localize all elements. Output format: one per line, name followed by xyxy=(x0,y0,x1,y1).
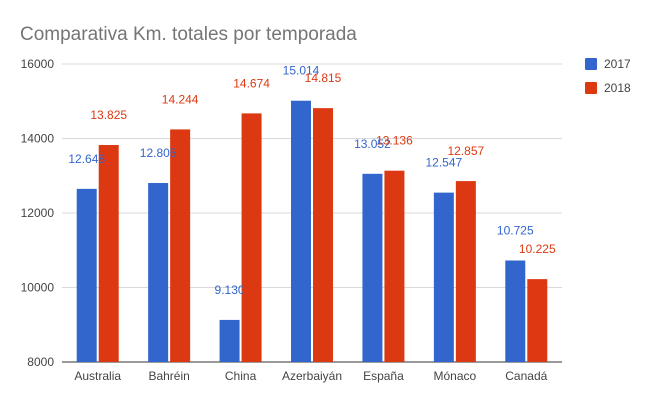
data-label: 10.725 xyxy=(497,223,534,237)
bar-2017 xyxy=(219,319,240,362)
y-tick-label: 8000 xyxy=(27,355,54,369)
data-label: 15.014 xyxy=(283,64,320,78)
legend-swatch xyxy=(585,82,597,94)
bar-2017 xyxy=(505,260,526,362)
data-label: 12.857 xyxy=(448,144,485,158)
x-tick-label: Azerbaiyán xyxy=(282,369,342,383)
bar-2017 xyxy=(291,100,311,362)
legend-swatch xyxy=(585,58,597,70)
bar-2017 xyxy=(362,173,383,362)
data-label: 13.052 xyxy=(354,137,391,151)
y-axis-ticks: 8000 10000 12000 14000 16000 xyxy=(21,57,55,369)
data-labels: 12.648 13.825 12.805 14.244 9.130 14.674 15.01… xyxy=(68,64,556,297)
bar-2018 xyxy=(170,129,191,362)
x-tick-label: Canadá xyxy=(505,369,547,383)
legend-label: 2017 xyxy=(604,57,631,71)
data-label: 10.225 xyxy=(519,242,556,256)
bar-2017 xyxy=(433,192,454,362)
gridlines xyxy=(62,63,562,363)
x-tick-label: España xyxy=(363,369,404,383)
data-label: 9.130 xyxy=(215,283,245,297)
bar-2018 xyxy=(313,108,333,362)
bar-2017 xyxy=(148,183,169,362)
y-tick-label: 12000 xyxy=(21,206,55,220)
x-tick-label: Mónaco xyxy=(434,369,477,383)
legend: 2017 2018 xyxy=(585,57,631,95)
bar-2018 xyxy=(98,145,119,362)
data-label: 13.136 xyxy=(376,134,413,148)
bar-2018 xyxy=(527,279,548,362)
chart-title: Comparativa Km. totales por temporada xyxy=(20,24,357,45)
bar-2018 xyxy=(241,113,262,363)
data-label: 14.674 xyxy=(233,76,270,90)
y-tick-label: 16000 xyxy=(21,57,55,71)
data-label: 12.648 xyxy=(68,152,105,166)
x-axis-categories: Australia Bahréin China Azerbaiyán España Món… xyxy=(74,369,547,383)
x-tick-label: Bahréin xyxy=(148,369,189,383)
data-label: 12.805 xyxy=(140,146,177,160)
bars xyxy=(76,100,548,363)
bar-2017 xyxy=(76,188,97,362)
bar-2018 xyxy=(455,181,476,362)
data-label: 14.815 xyxy=(305,71,342,85)
data-label: 13.825 xyxy=(90,108,127,122)
y-tick-label: 14000 xyxy=(21,132,55,146)
legend-label: 2018 xyxy=(604,81,631,95)
data-label: 12.547 xyxy=(426,156,463,170)
bar-2018 xyxy=(384,170,405,362)
x-tick-label: China xyxy=(225,369,257,383)
y-tick-label: 10000 xyxy=(21,281,55,295)
data-label: 14.244 xyxy=(162,92,199,106)
x-tick-label: Australia xyxy=(74,369,121,383)
